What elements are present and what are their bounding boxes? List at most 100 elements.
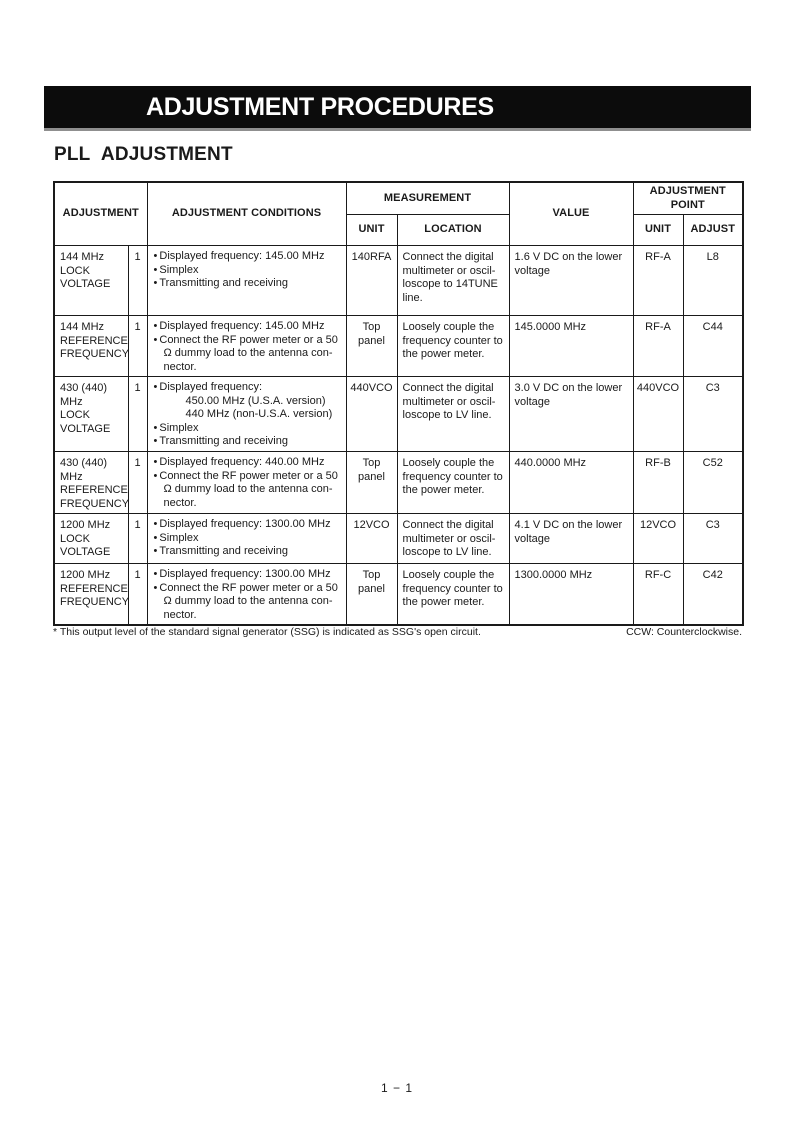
- conditions-cell: • Displayed frequency: 1300.00 MHz • Connec…: [146, 563, 347, 626]
- adjustment-point-adjust-cell: C3: [682, 376, 744, 452]
- col-header-adjustment-point: ADJUSTMENT POINT: [632, 181, 744, 215]
- bullet-icon: •: [153, 469, 158, 482]
- section-title: PLL ADJUSTMENT: [54, 144, 233, 165]
- adjustment-point-unit-cell: 12VCO: [632, 513, 684, 564]
- value-cell: 440.0000 MHz: [508, 451, 634, 514]
- cell-line: panel: [358, 470, 385, 483]
- bullet-icon: •: [153, 435, 158, 447]
- adjustment-point-adjust-cell: C44: [682, 315, 744, 377]
- table-row: 1200 MHz LOCK VOLTAGE 1 • Displayed frequency…: [53, 513, 744, 564]
- condition-line: • Simplex: [154, 532, 343, 546]
- value-cell: 1300.0000 MHz: [508, 563, 634, 626]
- measurement-unit-cell: Top panel: [345, 315, 398, 377]
- step-number-cell: 1: [127, 315, 148, 377]
- bullet-icon: •: [153, 531, 158, 544]
- measurement-location-cell: Loosely couple the frequency counter to …: [396, 563, 510, 626]
- condition-text: Transmitting and receiving: [159, 545, 288, 557]
- measurement-unit-cell: Top panel: [345, 563, 398, 626]
- condition-line: • Displayed frequency: 1300.00 MHz: [154, 518, 343, 532]
- adjustment-point-unit-cell: 440VCO: [632, 376, 684, 452]
- condition-text: Displayed frequency:: [159, 381, 263, 393]
- table-row: 1200 MHz REFERENCE FREQUENCY 1 • Displayed fr…: [53, 563, 744, 626]
- conditions-cell: • Displayed frequency: 145.00 MHz • Simplex…: [146, 245, 347, 316]
- condition-line: • Connect the RF power meter or a 50 Ω du…: [154, 582, 343, 623]
- conditions-cell: • Displayed frequency: 450.00 MHz (U.S.A. …: [146, 376, 347, 452]
- col-header-value: VALUE: [508, 181, 634, 246]
- cell-line: REFERENCE: [60, 582, 128, 595]
- step-number-cell: 1: [127, 245, 148, 316]
- cell-line: 430 (440): [60, 457, 108, 469]
- adjustment-name-cell: 1200 MHz LOCK VOLTAGE: [53, 513, 129, 564]
- table-row: 430 (440) MHz REFERENCE FREQUENCY 1 • Displaye…: [53, 451, 744, 514]
- condition-text: Connect the RF power meter or a 50 Ω dum…: [159, 469, 338, 509]
- condition-line: • Connect the RF power meter or a 50 Ω du…: [154, 334, 343, 375]
- cell-line: 144 MHz: [60, 251, 105, 263]
- footnote-row: * This output level of the standard sign…: [53, 626, 742, 639]
- adjustment-point-unit-cell: RF-B: [632, 451, 684, 514]
- cell-line: REFERENCE: [60, 334, 128, 347]
- value-cell: 145.0000 MHz: [508, 315, 634, 377]
- table-body: 144 MHz LOCK VOLTAGE 1 • Displayed frequency:…: [53, 245, 744, 626]
- adjustment-point-unit-cell: RF-A: [632, 315, 684, 377]
- condition-line: • Displayed frequency: 145.00 MHz: [154, 320, 343, 334]
- table-header: ADJUSTMENT ADJUSTMENT CONDITIONS MEASURE…: [53, 181, 744, 246]
- cell-line: MHz: [60, 470, 83, 483]
- cell-line: Top: [362, 457, 381, 469]
- condition-text: Displayed frequency: 145.00 MHz: [159, 320, 325, 332]
- table-row: 430 (440) MHz LOCK VOLTAGE 1 • Displayed frequ…: [53, 376, 744, 452]
- col-header-measurement-location: LOCATION: [396, 214, 510, 246]
- cell-line: VOLTAGE: [60, 546, 111, 558]
- measurement-location-cell: Loosely couple the frequency counter to …: [396, 315, 510, 377]
- adjustment-name-cell: 1200 MHz REFERENCE FREQUENCY: [53, 563, 129, 626]
- table-row: 144 MHz REFERENCE FREQUENCY 1 • Displayed fre…: [53, 315, 744, 377]
- footnote-ssg: * This output level of the standard sign…: [53, 626, 481, 638]
- condition-text: Displayed frequency: 1300.00 MHz: [159, 518, 331, 530]
- bullet-icon: •: [153, 333, 158, 346]
- condition-line: 450.00 MHz (U.S.A. version): [154, 395, 343, 409]
- bullet-icon: •: [153, 381, 158, 393]
- condition-text: Displayed frequency: 440.00 MHz: [159, 456, 325, 468]
- cell-line: Top: [362, 569, 381, 581]
- adjustment-point-adjust-cell: C42: [682, 563, 744, 626]
- cell-line: 1200 MHz: [60, 519, 111, 531]
- conditions-cell: • Displayed frequency: 145.00 MHz • Connect…: [146, 315, 347, 377]
- measurement-location-cell: Connect the digital multimeter or oscil-…: [396, 513, 510, 564]
- condition-line: 440 MHz (non-U.S.A. version): [154, 408, 343, 422]
- cell-line: panel: [358, 582, 385, 595]
- condition-text: 450.00 MHz (U.S.A. version): [185, 394, 326, 407]
- measurement-location-cell: Connect the digital multimeter or oscil-…: [396, 245, 510, 316]
- step-number-cell: 1: [127, 376, 148, 452]
- cell-line: 1200 MHz: [60, 569, 111, 581]
- condition-text: Connect the RF power meter or a 50 Ω dum…: [159, 333, 338, 373]
- table-row: 144 MHz LOCK VOLTAGE 1 • Displayed frequency:…: [53, 245, 744, 316]
- bullet-icon: •: [153, 545, 158, 557]
- cell-line: REFERENCE: [60, 484, 128, 496]
- cell-line: FREQUENCY: [60, 497, 128, 510]
- cell-line: 144 MHz: [60, 321, 105, 333]
- cell-line: LOCK: [60, 409, 90, 421]
- adjustment-name-cell: 144 MHz LOCK VOLTAGE: [53, 245, 129, 316]
- condition-line: • Transmitting and receiving: [154, 277, 343, 291]
- conditions-cell: • Displayed frequency: 1300.00 MHz • Simple…: [146, 513, 347, 564]
- page-number: 1 − 1: [380, 1081, 414, 1095]
- cell-line: MHz: [60, 395, 83, 408]
- measurement-location-cell: Loosely couple the frequency counter to …: [396, 451, 510, 514]
- condition-text: Displayed frequency: 145.00 MHz: [159, 250, 325, 262]
- cell-line: FREQUENCY: [60, 348, 128, 360]
- col-header-adjustment-point-unit: UNIT: [632, 214, 684, 246]
- step-number-cell: 1: [127, 513, 148, 564]
- condition-line: • Displayed frequency: 145.00 MHz: [154, 250, 343, 264]
- cell-line: panel: [358, 334, 385, 347]
- condition-text: Simplex: [159, 263, 199, 276]
- col-header-adjustment-conditions: ADJUSTMENT CONDITIONS: [146, 181, 347, 246]
- measurement-unit-cell: 140RFA: [345, 245, 398, 316]
- conditions-cell: • Displayed frequency: 440.00 MHz • Connect…: [146, 451, 347, 514]
- col-header-adjustment-point-adjust: ADJUST: [682, 214, 744, 246]
- measurement-unit-cell: Top panel: [345, 451, 398, 514]
- bullet-icon: •: [153, 568, 158, 580]
- cell-line: VOLTAGE: [60, 278, 111, 290]
- measurement-unit-cell: 440VCO: [345, 376, 398, 452]
- step-number-cell: 1: [127, 563, 148, 626]
- step-number-cell: 1: [127, 451, 148, 514]
